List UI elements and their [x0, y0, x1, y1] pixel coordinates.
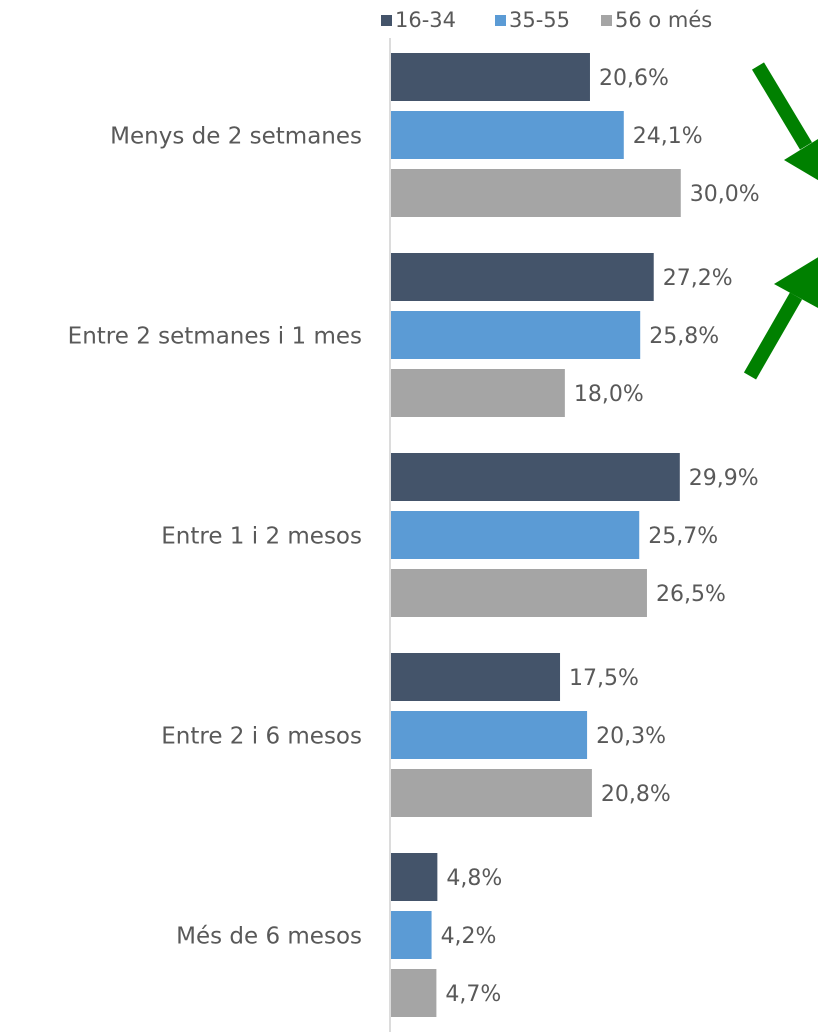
bar: [391, 853, 438, 901]
data-label: 25,8%: [649, 324, 719, 349]
bar: [391, 453, 680, 501]
data-label: 29,9%: [689, 466, 759, 491]
legend-label: 56 o més: [615, 8, 712, 32]
data-label: 24,1%: [633, 124, 703, 149]
bar: [391, 511, 640, 559]
data-label: 18,0%: [574, 382, 644, 407]
bar: [391, 969, 437, 1017]
bar: [391, 369, 565, 417]
data-label: 20,8%: [601, 782, 671, 807]
legend-swatch: [601, 15, 612, 26]
data-label: 4,2%: [441, 924, 497, 949]
bar: [391, 569, 647, 617]
data-label: 4,8%: [446, 866, 502, 891]
legend-swatch: [495, 15, 506, 26]
data-label: 20,6%: [599, 66, 669, 91]
data-label: 30,0%: [690, 182, 760, 207]
legend-label: 16-34: [395, 8, 456, 32]
data-label: 25,7%: [648, 524, 718, 549]
bar: [391, 769, 592, 817]
data-label: 20,3%: [596, 724, 666, 749]
trend-arrow: [751, 62, 818, 181]
data-label: 4,7%: [445, 982, 501, 1007]
legend-swatch: [381, 15, 392, 26]
data-label: 27,2%: [663, 266, 733, 291]
category-label: Menys de 2 setmanes: [110, 124, 362, 150]
bar: [391, 111, 624, 159]
data-label: 17,5%: [569, 666, 639, 691]
data-label: 26,5%: [656, 582, 726, 607]
bar: [391, 53, 590, 101]
bar: [391, 169, 681, 217]
bar: [391, 911, 432, 959]
trend-arrow: [743, 257, 818, 380]
legend-label: 35-55: [509, 8, 570, 32]
bar: [391, 311, 641, 359]
category-label: Més de 6 mesos: [176, 924, 362, 950]
bar: [391, 253, 654, 301]
category-label: Entre 1 i 2 mesos: [161, 524, 362, 550]
category-label: Entre 2 i 6 mesos: [161, 724, 362, 750]
bar: [391, 711, 588, 759]
category-label: Entre 2 setmanes i 1 mes: [68, 324, 362, 350]
bar: [391, 653, 561, 701]
